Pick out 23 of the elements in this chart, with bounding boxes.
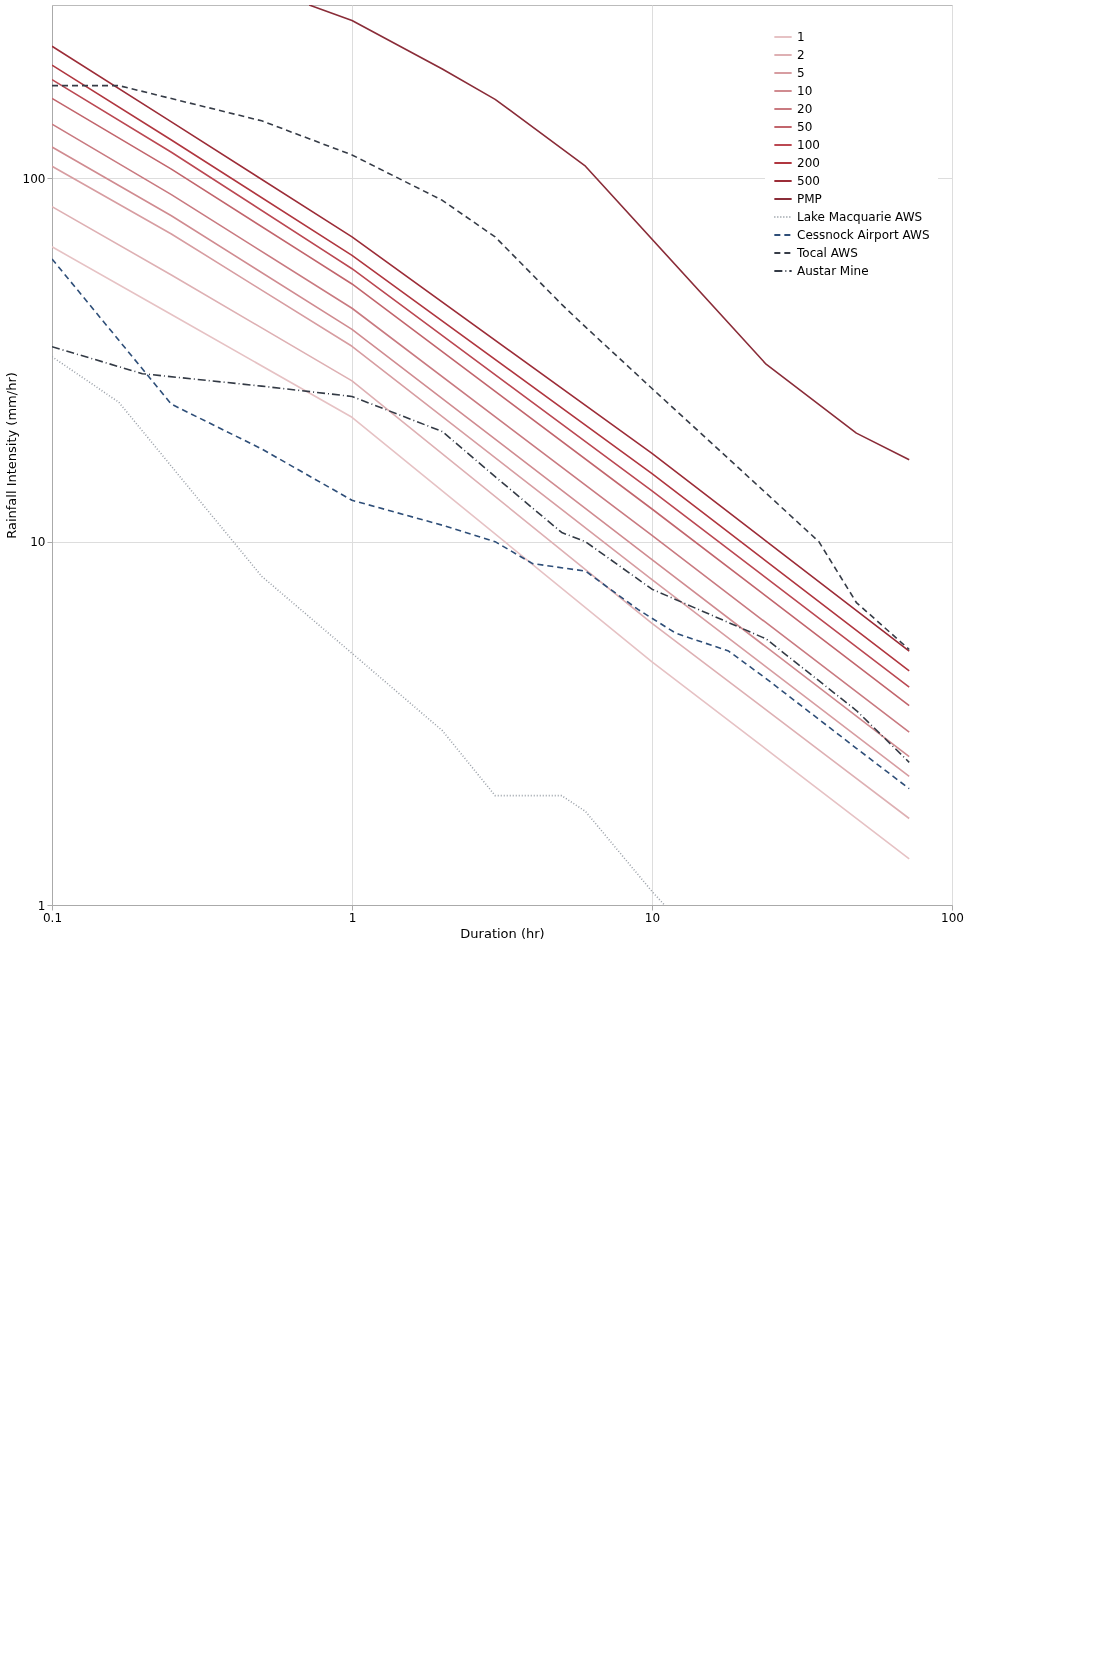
legend-label: Tocal AWS xyxy=(796,246,858,260)
legend-label: 50 xyxy=(797,120,813,134)
legend-label: 1 xyxy=(797,30,805,44)
legend-label: 200 xyxy=(797,156,820,170)
legend-label: 100 xyxy=(797,138,820,152)
y-axis-title: Rainfall Intensity (mm/hr) xyxy=(3,372,19,539)
legend-label: 500 xyxy=(797,174,820,188)
x-tick-label: 0.1 xyxy=(42,910,63,925)
y-tick-label: 1 xyxy=(37,898,46,913)
legend-label: 10 xyxy=(797,84,813,98)
legend-label: 5 xyxy=(797,66,805,80)
x-axis-title: Duration (hr) xyxy=(460,925,545,941)
legend-label: PMP xyxy=(797,192,822,206)
legend-label: Cessnock Airport AWS xyxy=(797,228,930,242)
y-tick-label: 100 xyxy=(22,171,46,186)
legend-label: 20 xyxy=(797,102,813,116)
x-tick-label: 10 xyxy=(644,910,661,925)
legend-label: 2 xyxy=(797,48,805,62)
x-tick-label: 1 xyxy=(348,910,357,925)
legend-label: Lake Macquarie AWS xyxy=(797,210,923,224)
x-tick-label: 100 xyxy=(941,910,964,925)
y-tick-label: 10 xyxy=(30,535,46,550)
legend-label: Austar Mine xyxy=(797,264,869,278)
